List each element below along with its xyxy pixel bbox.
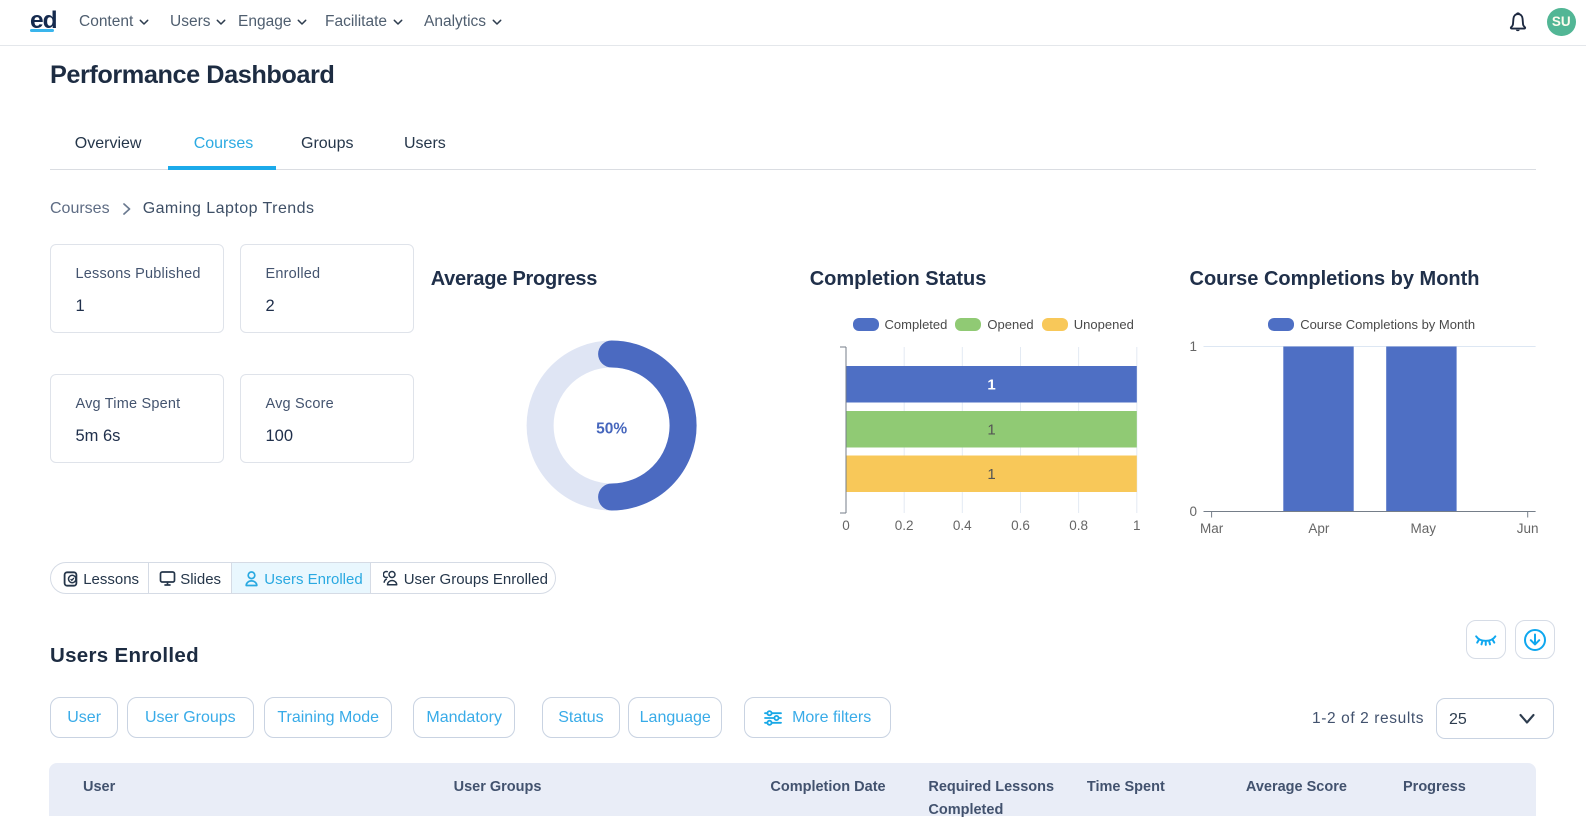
svg-text:50%: 50% — [596, 420, 627, 437]
svg-text:1: 1 — [987, 422, 995, 439]
svg-text:0: 0 — [842, 518, 850, 533]
svg-text:Apr: Apr — [1308, 521, 1330, 536]
svg-text:0: 0 — [1189, 504, 1197, 519]
svg-text:0.8: 0.8 — [1069, 518, 1088, 533]
svg-text:May: May — [1411, 521, 1437, 536]
svg-text:0.4: 0.4 — [953, 518, 972, 533]
svg-text:Mar: Mar — [1200, 521, 1224, 536]
svg-text:1: 1 — [1133, 518, 1141, 533]
svg-text:1: 1 — [987, 377, 995, 394]
svg-text:1: 1 — [987, 466, 995, 483]
svg-text:Jun: Jun — [1517, 521, 1539, 536]
svg-text:0.2: 0.2 — [895, 518, 914, 533]
svg-text:0.6: 0.6 — [1011, 518, 1030, 533]
svg-text:1: 1 — [1189, 339, 1197, 354]
